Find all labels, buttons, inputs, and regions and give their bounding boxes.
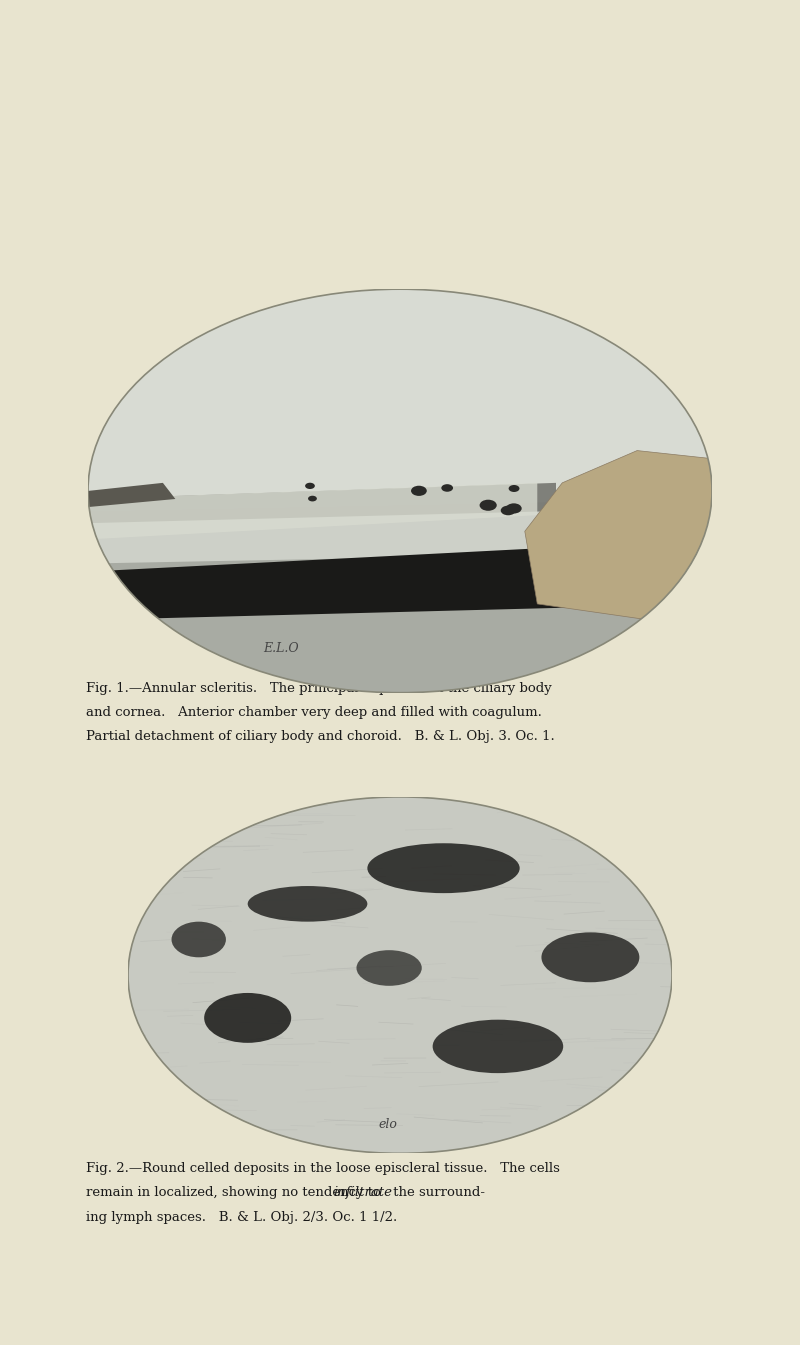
Circle shape [506,503,522,514]
Polygon shape [88,289,712,511]
Polygon shape [88,483,175,507]
Text: the surround-: the surround- [389,1186,485,1200]
Circle shape [501,506,516,515]
Text: and cornea.   Anterior chamber very deep and filled with coagulum.: and cornea. Anterior chamber very deep a… [86,706,542,720]
Ellipse shape [171,921,226,958]
Circle shape [411,486,426,496]
Ellipse shape [542,932,639,982]
Text: Fig. 2.—Round celled deposits in the loose episcleral tissue.   The cells: Fig. 2.—Round celled deposits in the loo… [86,1162,560,1176]
Polygon shape [88,483,538,539]
Circle shape [509,486,519,492]
Circle shape [442,484,453,492]
Text: ing lymph spaces.   B. & L. Obj. 2/3. Oc. 1 1/2.: ing lymph spaces. B. & L. Obj. 2/3. Oc. … [86,1210,398,1224]
Polygon shape [88,539,712,620]
Ellipse shape [433,1020,563,1073]
Ellipse shape [248,886,367,921]
Polygon shape [525,451,712,620]
Polygon shape [88,551,712,693]
Text: infiltrate: infiltrate [333,1186,392,1200]
Text: remain in localized, showing no tendency to: remain in localized, showing no tendency… [86,1186,386,1200]
Text: Partial detachment of ciliary body and choroid.   B. & L. Obj. 3. Oc. 1.: Partial detachment of ciliary body and c… [86,730,555,744]
Text: E.L.O: E.L.O [262,643,298,655]
Ellipse shape [128,839,182,882]
Text: elo: elo [378,1119,397,1131]
Ellipse shape [357,950,422,986]
Circle shape [308,496,317,502]
Circle shape [479,500,497,511]
Text: Fig. 1.—Annular scleritis.   The principal deposit is in the ciliary body: Fig. 1.—Annular scleritis. The principal… [86,682,552,695]
Ellipse shape [204,993,291,1042]
Polygon shape [88,483,556,523]
Ellipse shape [367,843,520,893]
Circle shape [305,483,315,490]
